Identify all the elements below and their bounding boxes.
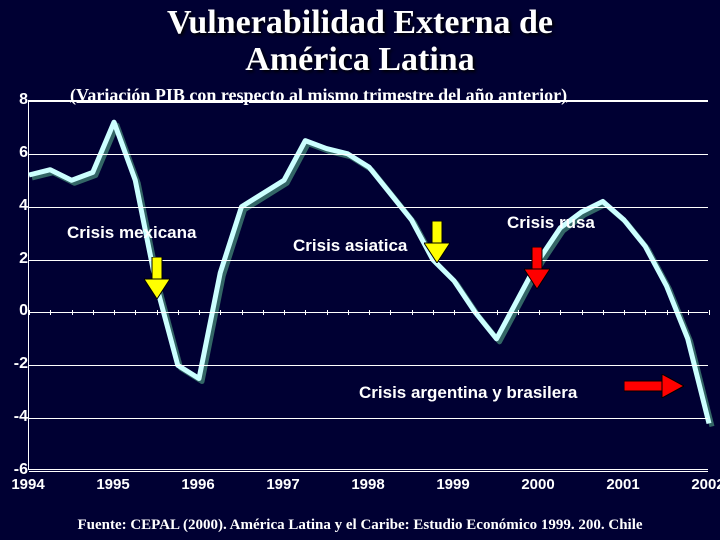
minor-tick <box>560 310 561 315</box>
y-tick-label: 0 <box>4 302 28 320</box>
minor-tick <box>369 310 370 315</box>
title-line1: Vulnerabilidad Externa de <box>0 4 720 41</box>
y-tick-label: 4 <box>4 197 28 215</box>
minor-tick <box>199 310 200 315</box>
minor-tick <box>327 310 328 315</box>
minor-tick <box>284 310 285 315</box>
minor-tick <box>50 310 51 315</box>
minor-tick <box>390 310 391 315</box>
minor-tick <box>688 310 689 315</box>
gridline <box>29 260 708 261</box>
minor-tick <box>645 310 646 315</box>
arrow-down-icon <box>524 247 550 294</box>
x-tick-label: 1998 <box>351 476 384 493</box>
x-tick-label: 2002 <box>691 476 720 493</box>
minor-tick <box>263 310 264 315</box>
arrow-down-icon <box>424 221 450 268</box>
minor-tick <box>220 310 221 315</box>
x-tick-label: 1994 <box>11 476 44 493</box>
minor-tick <box>348 310 349 315</box>
minor-tick <box>29 310 30 315</box>
minor-tick <box>433 310 434 315</box>
minor-tick <box>114 310 115 315</box>
y-tick-label: 8 <box>4 91 28 109</box>
gridline <box>29 418 708 419</box>
x-tick-label: 2000 <box>521 476 554 493</box>
y-tick-label: -4 <box>4 408 28 426</box>
y-tick-label: 2 <box>4 250 28 268</box>
x-tick-label: 1996 <box>181 476 214 493</box>
annotation-rusa: Crisis rusa <box>507 213 595 233</box>
minor-tick <box>582 310 583 315</box>
annotation-mex: Crisis mexicana <box>67 223 196 243</box>
y-tick-label: 6 <box>4 144 28 162</box>
minor-tick <box>667 310 668 315</box>
annotation-arg: Crisis argentina y brasilera <box>359 383 577 403</box>
minor-tick <box>454 310 455 315</box>
annotation-arrow-arg <box>624 374 684 403</box>
gridline <box>29 154 708 155</box>
minor-tick <box>539 310 540 315</box>
minor-tick <box>624 310 625 315</box>
minor-tick <box>178 310 179 315</box>
arrow-down-icon <box>144 257 170 304</box>
minor-tick <box>709 310 710 315</box>
minor-tick <box>603 310 604 315</box>
x-tick-label: 1999 <box>436 476 469 493</box>
arrow-right-icon <box>624 374 684 403</box>
x-tick-label: 2001 <box>606 476 639 493</box>
minor-tick <box>518 310 519 315</box>
minor-tick <box>93 310 94 315</box>
minor-tick <box>305 310 306 315</box>
line-chart-svg <box>29 101 708 469</box>
source-text: Fuente: CEPAL (2000). América Latina y e… <box>0 517 720 534</box>
minor-tick <box>475 310 476 315</box>
x-tick-label: 1997 <box>266 476 299 493</box>
annotation-arrow-mex <box>144 257 170 304</box>
minor-tick <box>497 310 498 315</box>
minor-tick <box>135 310 136 315</box>
gridline <box>29 101 708 102</box>
gridline <box>29 471 708 472</box>
annotation-arrow-rusa <box>524 247 550 294</box>
annotation-arrow-asia <box>424 221 450 268</box>
chart-area: Crisis mexicana Crisis asiatica Crisis rus… <box>28 100 708 470</box>
annotation-asia: Crisis asiatica <box>293 236 407 256</box>
y-tick-label: -2 <box>4 355 28 373</box>
minor-tick <box>72 310 73 315</box>
minor-tick <box>157 310 158 315</box>
title-line2: América Latina <box>0 41 720 78</box>
x-tick-label: 1995 <box>96 476 129 493</box>
gridline <box>29 207 708 208</box>
minor-tick <box>412 310 413 315</box>
minor-tick <box>242 310 243 315</box>
gridline <box>29 365 708 366</box>
